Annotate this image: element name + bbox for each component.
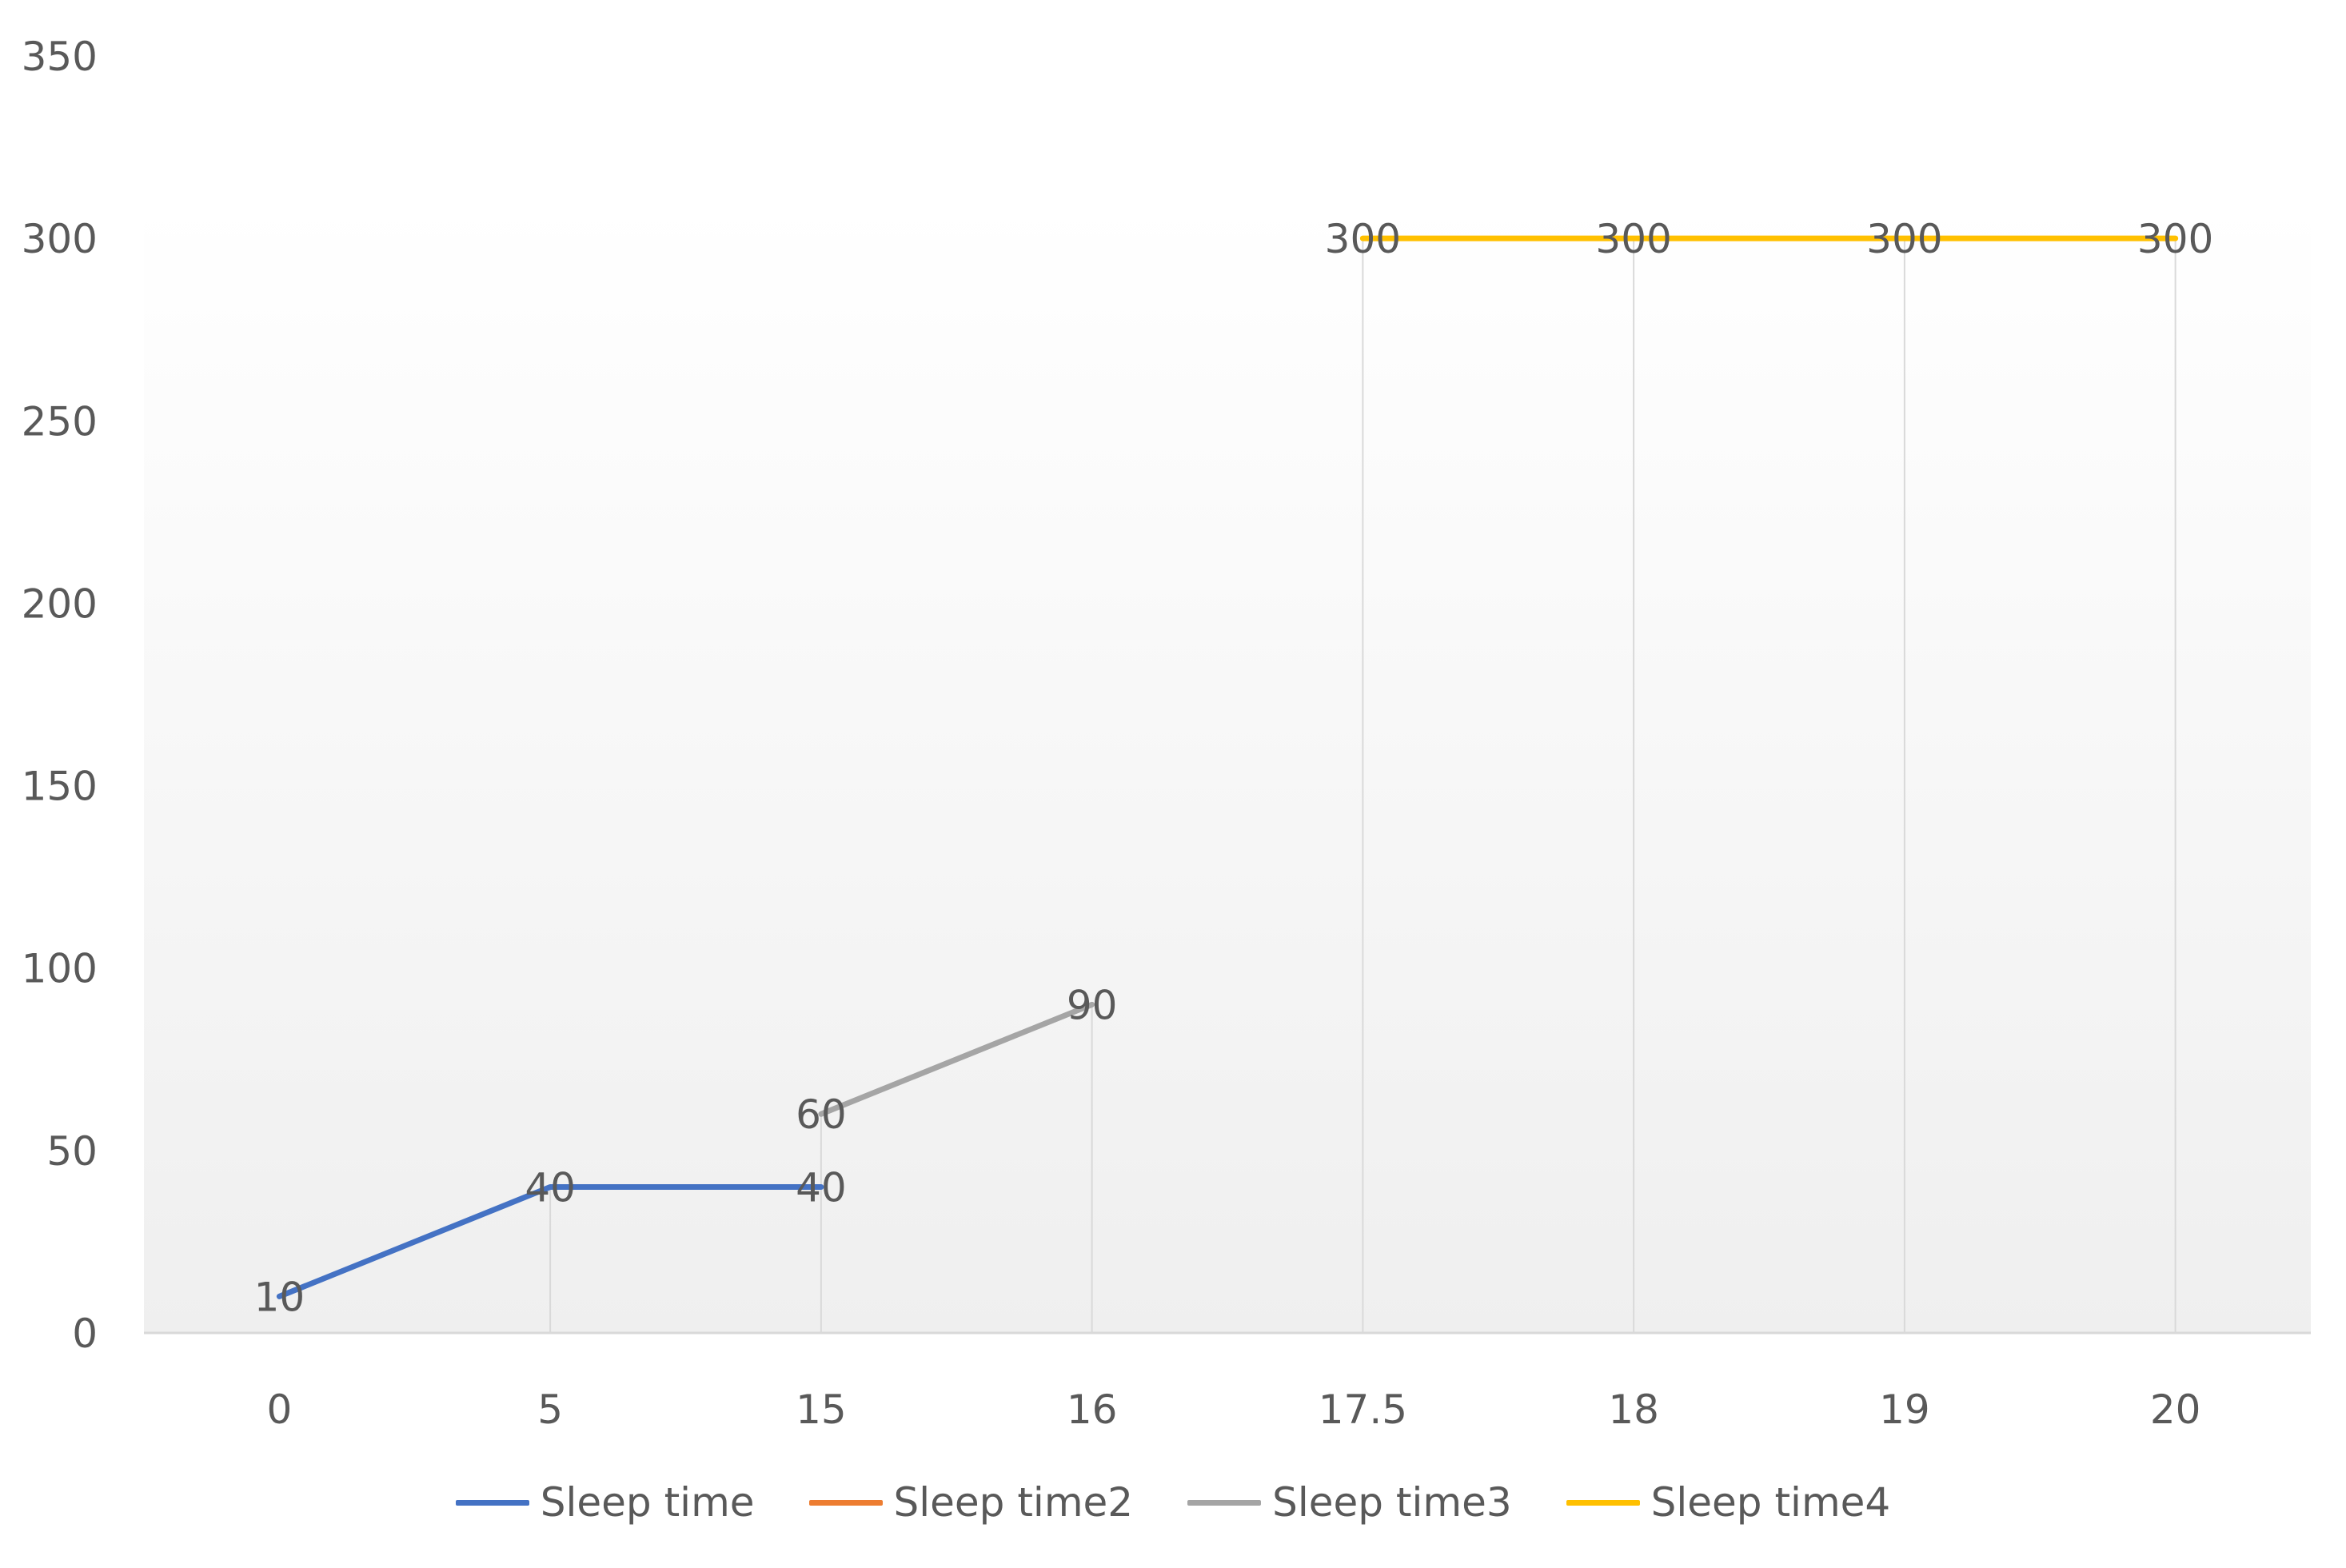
- y-tick-label: 300: [22, 216, 98, 262]
- plot-area-background: [144, 204, 2311, 1333]
- series-layer: [276, 235, 2179, 1299]
- data-label: 40: [525, 1164, 576, 1211]
- legend-swatch: [455, 1499, 529, 1506]
- legend-item: Sleep time: [455, 1479, 755, 1526]
- y-tick-label: 350: [22, 34, 98, 80]
- x-tick-label: 16: [1067, 1386, 1118, 1433]
- data-label: 10: [254, 1274, 305, 1320]
- legend-label: Sleep time2: [893, 1479, 1134, 1526]
- grid-layer: [549, 238, 2176, 1333]
- y-tick-label: 150: [22, 764, 98, 810]
- y-tick-label: 100: [22, 946, 98, 992]
- y-tick-label: 200: [22, 581, 98, 627]
- series-line: [818, 1001, 1095, 1117]
- legend-item: Sleep time3: [1187, 1479, 1512, 1526]
- legend-label: Sleep time3: [1272, 1479, 1512, 1526]
- legend-swatch: [808, 1499, 883, 1506]
- x-tick-label: 18: [1608, 1386, 1659, 1433]
- data-label: 300: [1866, 216, 1942, 262]
- chart-legend: Sleep time Sleep time2 Sleep time3 Sleep ti…: [0, 1479, 2346, 1526]
- legend-swatch: [1187, 1499, 1262, 1506]
- data-label: 300: [1595, 216, 1671, 262]
- y-tick-label: 50: [46, 1128, 98, 1175]
- axis-layer: 0 50 100 150 200 250 300 350 0 5 15 16 17.5 18 19 20: [22, 34, 2311, 1433]
- legend-label: Sleep time4: [1650, 1479, 1891, 1526]
- legend-swatch: [1566, 1499, 1640, 1506]
- y-tick-label: 250: [22, 398, 98, 445]
- data-label: 40: [796, 1164, 847, 1211]
- x-tick-label: 0: [266, 1386, 292, 1433]
- data-label: 300: [1325, 216, 1401, 262]
- series-line: [276, 1183, 824, 1299]
- x-tick-label: 19: [1879, 1386, 1930, 1433]
- x-tick-label: 17.5: [1319, 1386, 1407, 1433]
- x-tick-label: 20: [2150, 1386, 2201, 1433]
- x-tick-label: 15: [796, 1386, 847, 1433]
- data-label-layer: 10 40 40 60 90 300 300 300 300: [254, 216, 2214, 1320]
- legend-item: Sleep time2: [808, 1479, 1134, 1526]
- y-tick-label: 0: [72, 1311, 98, 1357]
- data-label: 300: [2137, 216, 2213, 262]
- x-tick-label: 5: [537, 1386, 563, 1433]
- data-label: 90: [1067, 982, 1118, 1028]
- legend-label: Sleep time: [540, 1479, 755, 1526]
- data-label: 60: [796, 1091, 847, 1138]
- legend-item: Sleep time4: [1566, 1479, 1891, 1526]
